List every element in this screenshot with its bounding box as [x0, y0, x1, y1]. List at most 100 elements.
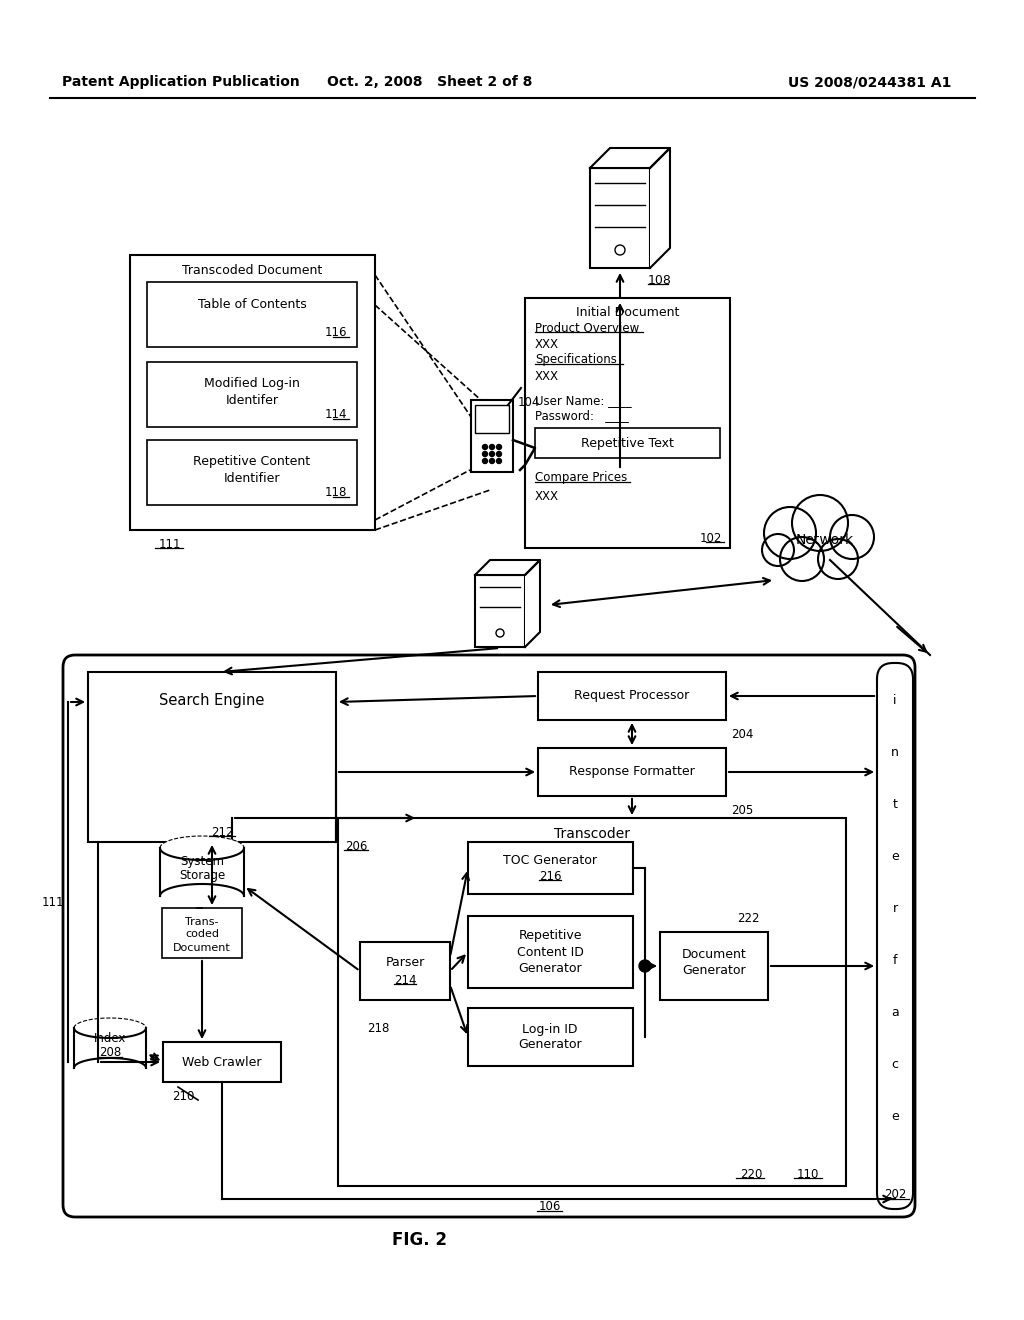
Bar — [660, 932, 768, 1001]
Text: Password:   ____: Password: ____ — [535, 409, 629, 422]
Circle shape — [819, 540, 857, 578]
Text: 202: 202 — [884, 1188, 906, 1201]
Text: 210: 210 — [172, 1089, 195, 1102]
Bar — [360, 942, 450, 1001]
Text: Index: Index — [94, 1031, 126, 1044]
Text: 118: 118 — [325, 487, 347, 499]
Text: r: r — [893, 903, 898, 916]
Text: Identifier: Identifier — [224, 471, 281, 484]
Text: Generator: Generator — [682, 964, 745, 977]
Text: Modified Log-in: Modified Log-in — [204, 378, 300, 391]
Text: Generator: Generator — [518, 1039, 582, 1052]
Text: 114: 114 — [325, 408, 347, 421]
Text: 110: 110 — [797, 1167, 819, 1180]
Bar — [538, 672, 726, 719]
Circle shape — [489, 445, 495, 450]
Text: 204: 204 — [731, 727, 754, 741]
Text: f: f — [893, 954, 897, 968]
Text: Table of Contents: Table of Contents — [198, 298, 306, 312]
Text: c: c — [892, 1059, 898, 1072]
Text: 111: 111 — [42, 895, 65, 908]
Bar — [147, 440, 357, 506]
Circle shape — [489, 458, 495, 463]
Text: 205: 205 — [731, 804, 754, 817]
Text: Repetitive: Repetitive — [518, 929, 582, 942]
Text: Compare Prices: Compare Prices — [535, 471, 628, 484]
Text: coded: coded — [185, 929, 219, 939]
Text: n: n — [891, 747, 899, 759]
Polygon shape — [475, 560, 540, 576]
Text: 106: 106 — [539, 1200, 561, 1213]
Text: t: t — [893, 799, 897, 812]
Bar — [147, 282, 357, 347]
Bar — [468, 1008, 633, 1067]
Circle shape — [763, 535, 793, 565]
Text: 218: 218 — [367, 1022, 389, 1035]
Text: Trans-: Trans- — [185, 917, 219, 927]
Text: 108: 108 — [648, 273, 672, 286]
Text: 104: 104 — [518, 396, 541, 408]
Text: e: e — [891, 850, 899, 863]
Text: Transcoder: Transcoder — [554, 828, 630, 841]
Text: a: a — [891, 1006, 899, 1019]
Text: XXX: XXX — [535, 490, 559, 503]
Text: Response Formatter: Response Formatter — [569, 766, 695, 779]
Text: Document: Document — [682, 948, 746, 961]
Text: Initial Document: Initial Document — [575, 305, 679, 318]
Text: 111: 111 — [159, 537, 181, 550]
Text: i: i — [893, 694, 897, 708]
Bar — [525, 298, 730, 548]
Polygon shape — [74, 1018, 146, 1038]
Bar — [163, 1041, 281, 1082]
Text: Patent Application Publication: Patent Application Publication — [62, 75, 300, 88]
Bar — [475, 405, 509, 433]
Text: Identifer: Identifer — [225, 393, 279, 407]
Bar — [535, 428, 720, 458]
Circle shape — [482, 451, 487, 457]
Circle shape — [497, 445, 502, 450]
Bar — [88, 672, 336, 842]
FancyBboxPatch shape — [877, 663, 913, 1209]
Text: Generator: Generator — [518, 961, 582, 974]
Bar — [147, 362, 357, 426]
Text: User Name: ____: User Name: ____ — [535, 395, 632, 408]
Text: System: System — [180, 855, 224, 869]
Text: 216: 216 — [539, 870, 561, 883]
Bar — [130, 255, 375, 531]
Text: 102: 102 — [699, 532, 722, 544]
Text: Repetitive Content: Repetitive Content — [194, 455, 310, 469]
FancyBboxPatch shape — [63, 655, 915, 1217]
Text: e: e — [891, 1110, 899, 1123]
Polygon shape — [525, 560, 540, 647]
Text: Product Overview: Product Overview — [535, 322, 639, 334]
Text: Network: Network — [796, 533, 854, 546]
Text: XXX: XXX — [535, 371, 559, 384]
Circle shape — [831, 516, 873, 558]
Text: XXX: XXX — [535, 338, 559, 351]
Polygon shape — [160, 836, 244, 861]
Text: 116: 116 — [325, 326, 347, 339]
Text: 208: 208 — [99, 1047, 121, 1060]
Circle shape — [482, 445, 487, 450]
Circle shape — [781, 539, 823, 579]
Text: Storage: Storage — [179, 870, 225, 883]
Circle shape — [497, 451, 502, 457]
Circle shape — [482, 458, 487, 463]
Text: Document: Document — [173, 942, 230, 953]
Bar — [468, 842, 633, 894]
Text: Transcoded Document: Transcoded Document — [182, 264, 323, 277]
Circle shape — [639, 960, 651, 972]
Bar — [590, 168, 650, 268]
Text: Content ID: Content ID — [516, 945, 584, 958]
Bar — [468, 916, 633, 987]
Text: 214: 214 — [394, 974, 416, 986]
Circle shape — [793, 496, 847, 550]
Text: Log-in ID: Log-in ID — [522, 1023, 578, 1035]
Bar — [538, 748, 726, 796]
Circle shape — [489, 451, 495, 457]
Text: Request Processor: Request Processor — [574, 689, 689, 702]
Bar — [475, 576, 525, 647]
Bar — [162, 908, 242, 958]
Text: TOC Generator: TOC Generator — [503, 854, 597, 866]
Text: Parser: Parser — [385, 957, 425, 969]
